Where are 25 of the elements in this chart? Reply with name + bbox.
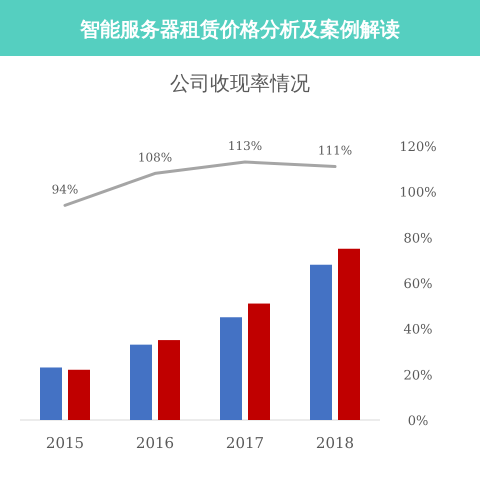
y-tick-label: 60% [404,277,432,292]
x-tick-label: 2017 [226,434,264,452]
x-tick-label: 2018 [316,434,354,452]
y-tick-label: 100% [399,186,437,201]
data-label: 108% [138,150,172,164]
bar [130,344,152,420]
bar [40,367,62,420]
x-tick-label: 2016 [136,434,174,452]
y-tick-label: 120% [399,140,437,155]
bar [310,264,332,420]
bar [68,370,90,420]
bar [158,340,180,420]
bar [338,248,360,420]
data-label: 113% [228,138,262,153]
bar [220,317,242,420]
data-label: 111% [318,144,352,158]
chart-title: 公司收现率情况 [170,71,310,95]
data-label: 94% [52,182,78,196]
y-tick-label: 0% [408,414,428,429]
bar [248,304,270,420]
y-tick-label: 80% [404,231,432,246]
text: 智能服务器租赁价格分析及案例解读 [79,17,400,41]
y-tick-label: 40% [404,322,432,338]
x-tick-label: 2015 [46,434,84,452]
y-tick-label: 20% [404,368,432,384]
